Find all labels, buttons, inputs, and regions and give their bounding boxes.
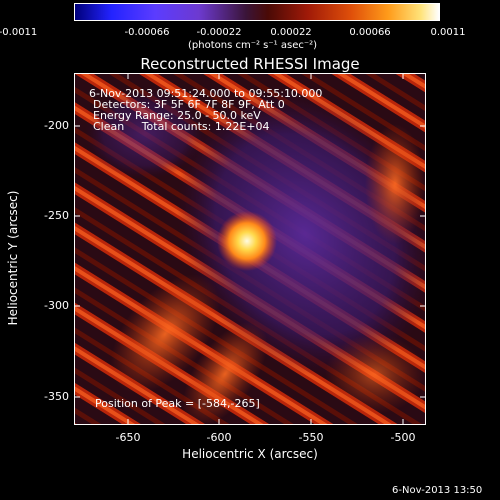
- dark-region: [85, 89, 205, 179]
- hot-region: [110, 274, 220, 394]
- info-clean: Clean Total counts: 1.22E+04: [93, 120, 270, 133]
- info-detectors: Detectors: 3F 5F 6F 7F 8F 9F, Att 0: [93, 98, 285, 111]
- colorbar: [74, 3, 440, 21]
- colorbar-ticks: -0.0011 -0.00066 -0.00022 0.00022 0.0006…: [0, 0, 500, 40]
- y-tick-label: -250: [44, 209, 69, 222]
- colorbar-tick: -0.00066: [124, 27, 170, 38]
- y-axis-label: Heliocentric Y (arcsec): [6, 190, 20, 326]
- hot-region: [365, 124, 425, 244]
- colorbar-tick: 0.00022: [270, 27, 312, 38]
- y-tick-label: -350: [44, 390, 69, 403]
- flare-peak-source: [217, 211, 277, 271]
- peak-position: Position of Peak = [-584,-265]: [95, 397, 260, 410]
- info-energy-range: Energy Range: 25.0 - 50.0 keV: [93, 109, 261, 122]
- colorbar-tick: 0.00066: [349, 27, 391, 38]
- y-tick-label: -200: [44, 119, 69, 132]
- reconstructed-image: [75, 74, 425, 424]
- x-tick-label: -500: [390, 431, 416, 444]
- colorbar-unit-label: (photons cm⁻² s⁻¹ asec⁻²): [188, 40, 318, 51]
- hot-region: [182, 321, 268, 424]
- plot-title: Reconstructed RHESSI Image: [140, 55, 360, 73]
- image-frame: 6-Nov-2013 09:51:24.000 to 09:55:10.000 …: [74, 73, 426, 425]
- x-tick-label: -650: [115, 431, 141, 444]
- info-time-range: 6-Nov-2013 09:51:24.000 to 09:55:10.000: [89, 87, 323, 100]
- hot-region: [325, 334, 425, 414]
- x-tick-label: -600: [206, 431, 232, 444]
- y-tick-label: -300: [44, 299, 69, 312]
- timestamp: 6-Nov-2013 13:50: [392, 485, 483, 496]
- x-tick-label: -550: [298, 431, 324, 444]
- colorbar-tick: 0.0011: [430, 27, 466, 38]
- x-axis-label: Heliocentric X (arcsec): [182, 447, 318, 461]
- colorbar-tick: -0.0011: [0, 27, 38, 38]
- colorbar-tick: -0.00022: [196, 27, 242, 38]
